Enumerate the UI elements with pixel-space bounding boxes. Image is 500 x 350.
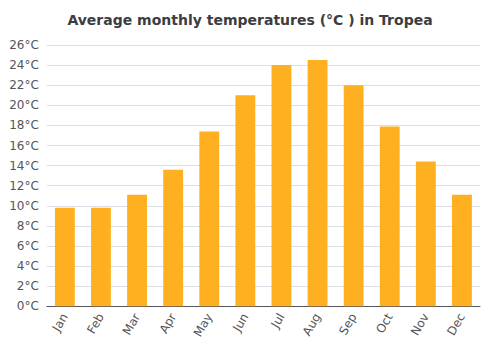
svg-text:22°C: 22°C [9,78,39,92]
svg-text:12°C: 12°C [9,179,39,193]
svg-text:8°C: 8°C [17,219,39,233]
svg-text:16°C: 16°C [9,139,39,153]
svg-text:May: May [191,311,216,339]
svg-text:Oct: Oct [373,311,396,336]
svg-text:0°C: 0°C [17,299,39,313]
svg-text:Dec: Dec [444,311,468,338]
svg-text:24°C: 24°C [9,58,39,72]
svg-text:6°C: 6°C [17,239,39,253]
svg-text:Apr: Apr [157,311,180,336]
svg-text:Nov: Nov [408,311,432,338]
svg-text:Jul: Jul [268,311,288,331]
svg-text:Mar: Mar [120,311,143,338]
svg-text:20°C: 20°C [9,98,39,112]
svg-text:Jan: Jan [49,311,71,335]
svg-text:10°C: 10°C [9,199,39,213]
svg-text:18°C: 18°C [9,118,39,132]
svg-text:4°C: 4°C [17,259,39,273]
svg-text:14°C: 14°C [9,159,39,173]
svg-text:Aug: Aug [300,311,324,338]
svg-text:Sep: Sep [336,311,359,338]
svg-text:26°C: 26°C [9,38,39,52]
svg-text:2°C: 2°C [17,279,39,293]
svg-text:Jun: Jun [229,311,251,335]
svg-text:Feb: Feb [84,311,107,336]
svg-text:Average monthly temperatures (: Average monthly temperatures (°C ) in Tr… [67,12,432,28]
